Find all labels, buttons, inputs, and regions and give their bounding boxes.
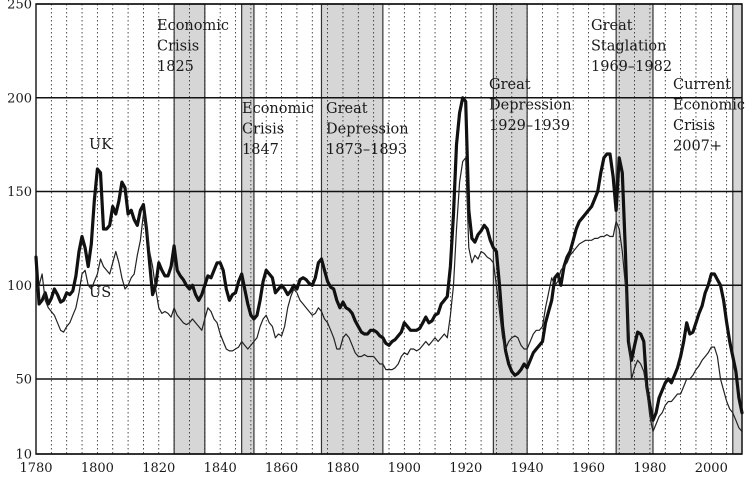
shaded-period-3 [492, 3, 528, 455]
period-annotation-line: Depression [326, 122, 409, 138]
x-tick-label: 1780 [19, 461, 52, 476]
period-annotation-line: 1873–1893 [326, 142, 407, 158]
period-annotation-line: 2007+ [673, 139, 722, 155]
period-annotation-line: Crisis [242, 122, 284, 138]
x-tick-label: 1940 [511, 461, 544, 476]
period-annotation-line: Economic [673, 98, 745, 114]
x-tick-label: 1880 [326, 461, 359, 476]
plot-frame [35, 3, 743, 455]
series-line-uk [34, 96, 744, 422]
shaded-period-1 [241, 3, 255, 455]
x-tick-label: 1860 [265, 461, 298, 476]
x-tick-label: 1960 [572, 461, 605, 476]
series-label-us: US [89, 285, 111, 301]
axis-ticks: 1780 1800 1820 1840 1860 1880 1900 1920 1940 1960… [7, 0, 728, 476]
period-annotation-line: 1969–1982 [591, 59, 672, 75]
x-tick-label: 1900 [388, 461, 421, 476]
x-tick-label: 2000 [695, 461, 728, 476]
x-tick-label: 1840 [204, 461, 237, 476]
period-annotation-line: Crisis [157, 39, 199, 55]
period-annotation-line: Current [673, 77, 731, 93]
period-annotation-line: Great [591, 18, 633, 34]
y-tick-label: 10 [15, 448, 32, 463]
series-label-uk: UK [89, 137, 113, 153]
period-annotation-line: 1825 [157, 59, 194, 75]
period-annotation-line: Economic [157, 18, 229, 34]
y-tick-label: 50 [15, 373, 32, 388]
period-annotation-line: 1929–1939 [489, 118, 570, 134]
y-tick-label: 250 [7, 0, 32, 13]
period-annotation-line: Depression [489, 98, 572, 114]
y-tick-label: 150 [7, 185, 32, 200]
period-annotation-line: Crisis [673, 118, 715, 134]
period-annotation-line: 1847 [242, 142, 279, 158]
series-lines [34, 96, 744, 433]
series-line-us [35, 157, 743, 433]
period-annotation-line: Staglation [591, 39, 667, 55]
y-tick-label: 200 [7, 91, 32, 106]
period-annotation-line: Economic [242, 101, 314, 117]
x-tick-label: 1920 [449, 461, 482, 476]
plot-border [35, 3, 743, 455]
x-tick-label: 1820 [142, 461, 175, 476]
period-annotation-line: Great [326, 101, 368, 117]
x-tick-label: 1800 [81, 461, 114, 476]
period-annotations: Economic Crisis 1825 Economic Crisis 1847 Grea… [157, 18, 745, 158]
x-tick-label: 1980 [633, 461, 666, 476]
y-tick-label: 100 [7, 279, 32, 294]
period-annotation-line: Great [489, 77, 531, 93]
